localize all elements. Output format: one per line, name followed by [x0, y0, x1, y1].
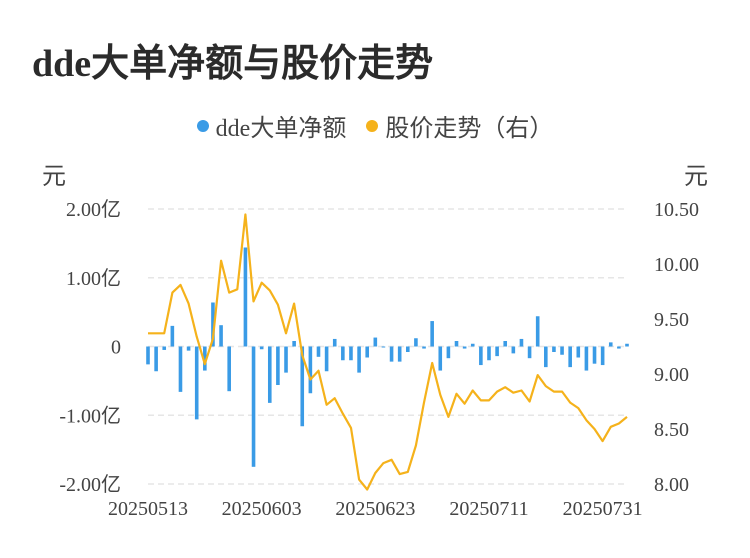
y-right-tick-label: 10.00 — [654, 254, 699, 276]
legend-item-price[interactable]: 股价走势（右） — [366, 108, 553, 143]
legend: dde大单净额 股价走势（右） — [0, 108, 750, 143]
dde-bar — [357, 346, 361, 373]
dde-bar — [373, 337, 378, 347]
dde-bar — [308, 346, 313, 394]
dde-bar — [495, 346, 499, 357]
dde-bar — [446, 346, 451, 359]
left-axis-unit: 元 — [42, 164, 66, 190]
dde-bar — [576, 346, 581, 358]
dde-bar — [154, 346, 158, 372]
dde-bar — [194, 346, 199, 420]
dde-bar — [186, 346, 191, 351]
dde-bar — [608, 342, 613, 347]
x-tick-label: 20250623 — [335, 498, 415, 520]
x-tick-label: 20250711 — [449, 498, 528, 520]
dde-bar — [146, 346, 150, 365]
dde-bar — [438, 346, 443, 371]
y-right-tick-label: 10.50 — [654, 199, 699, 221]
price-line — [148, 213, 628, 491]
dde-bar — [422, 346, 426, 349]
dde-bar — [170, 325, 175, 347]
dde-bar — [487, 346, 491, 361]
dde-bar — [584, 346, 589, 371]
dde-bar — [251, 346, 256, 467]
dde-bar — [430, 321, 434, 347]
dde-bar — [349, 346, 353, 361]
dde-bar — [397, 346, 402, 362]
dde-bar — [592, 346, 597, 364]
dde-bar — [454, 341, 459, 347]
dde-bar — [470, 343, 475, 347]
legend-label-price: 股价走势（右） — [385, 116, 554, 142]
dde-bar — [178, 346, 183, 392]
dde-bar — [219, 325, 223, 347]
dde-bar — [162, 346, 167, 350]
legend-item-dde[interactable]: dde大单净额 — [196, 108, 347, 143]
dde-bar — [243, 247, 248, 347]
dde-bar — [259, 346, 264, 350]
dde-bar — [267, 346, 272, 403]
y-left-tick-label: 1.00亿 — [66, 267, 121, 290]
right-axis-unit: 元 — [684, 164, 708, 190]
dde-bar — [389, 346, 394, 362]
dde-bar — [324, 346, 329, 372]
dde-bar — [211, 302, 215, 347]
y-right-tick-label: 9.50 — [654, 309, 689, 331]
dde-bar — [568, 346, 572, 368]
y-left-tick-label: 2.00亿 — [66, 198, 121, 221]
legend-marker-dde — [196, 119, 209, 132]
dde-bar — [552, 346, 556, 352]
dde-bar — [316, 346, 321, 357]
dde-bar — [365, 346, 370, 358]
dde-bar — [284, 346, 288, 373]
dde-bar — [527, 346, 532, 359]
dde-bar — [544, 346, 548, 368]
x-tick-label: 20250513 — [108, 498, 188, 520]
y-right-tick-label: 8.00 — [654, 474, 689, 496]
y-left-tick-label: -1.00亿 — [59, 404, 121, 427]
legend-label-dde: dde大单净额 — [215, 116, 347, 142]
dde-bar — [560, 346, 564, 355]
dde-bar — [535, 316, 540, 347]
dde-bar — [503, 341, 508, 347]
dde-bar — [276, 346, 280, 385]
dde-bar — [625, 343, 629, 347]
y-left-tick-label: 0 — [111, 337, 121, 359]
chart-title: dde大单净额与股价走势 — [32, 43, 434, 85]
dde-bar — [341, 346, 345, 361]
x-tick-label: 20250603 — [222, 498, 302, 520]
dde-bar — [381, 346, 386, 348]
dde-bar — [617, 346, 621, 349]
dde-bar — [203, 346, 207, 371]
y-right-tick-label: 8.50 — [654, 419, 689, 441]
dde-bar — [600, 346, 605, 366]
dde-bar — [332, 338, 337, 347]
dde-bar — [519, 338, 524, 347]
y-right-tick-label: 9.00 — [654, 364, 689, 386]
y-left-tick-label: -2.00亿 — [59, 473, 121, 496]
legend-marker-price — [366, 119, 379, 132]
dde-bar — [511, 346, 516, 354]
x-tick-label: 20250731 — [563, 498, 643, 520]
dde-bar — [479, 346, 483, 366]
dde-bar — [414, 338, 418, 347]
dde-bar — [292, 341, 296, 347]
dde-bar — [300, 346, 305, 427]
dde-bar — [405, 346, 410, 352]
dde-bar — [462, 346, 467, 349]
dde-bar — [227, 346, 231, 392]
